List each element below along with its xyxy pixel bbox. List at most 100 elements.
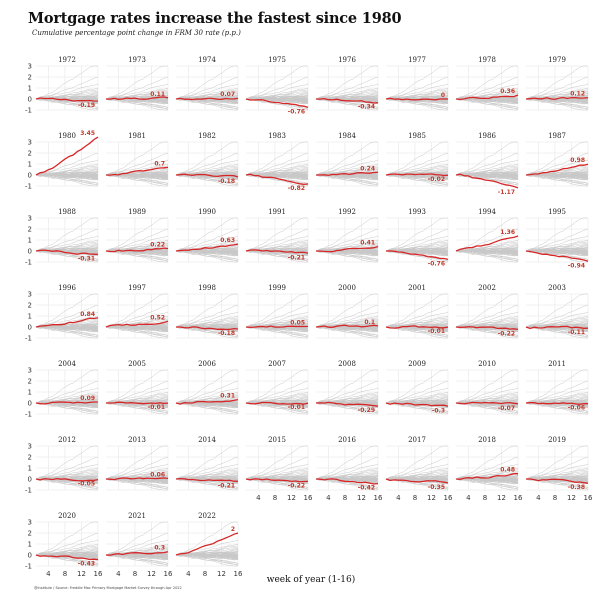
background-series-line <box>175 174 239 186</box>
end-value-label: 0.52 <box>150 314 165 321</box>
background-series-line <box>385 95 449 100</box>
end-value-label: -0.3 <box>432 407 445 414</box>
background-series-line <box>105 532 169 556</box>
panel-title: 1998 <box>198 284 216 292</box>
background-series-line <box>525 250 589 257</box>
panel-title: 1989 <box>128 208 146 216</box>
background-series-line <box>245 152 309 176</box>
highlight-series-line <box>526 478 589 484</box>
background-series-line <box>35 539 99 556</box>
end-value-label: -0.01 <box>288 404 305 411</box>
y-tick-label: 3 <box>28 139 32 147</box>
panel-title: 2017 <box>408 436 426 444</box>
background-series-line <box>385 76 449 100</box>
background-series-line <box>525 98 589 105</box>
background-series-line <box>175 95 239 100</box>
background-series-line <box>315 98 379 110</box>
panel-title: 2001 <box>408 284 426 292</box>
background-series-line <box>455 304 519 328</box>
end-value-label: -0.35 <box>428 484 445 491</box>
highlight-series-line <box>105 96 169 100</box>
panel-1989: 1989 0.22 <box>105 208 169 263</box>
background-series-line <box>245 445 308 480</box>
background-series-line <box>175 141 238 176</box>
chart-subtitle: Cumulative percentage point change in FR… <box>32 29 241 37</box>
background-series-line <box>35 545 99 556</box>
background-series-line <box>525 98 589 104</box>
panel-title: 2015 <box>268 436 286 444</box>
background-series-line <box>315 475 379 480</box>
background-series-line <box>105 380 169 404</box>
background-series-line <box>245 83 309 100</box>
background-series-line <box>245 311 309 328</box>
background-series-line <box>35 326 99 338</box>
end-value-label: 0.41 <box>360 239 375 246</box>
panel-2017: 2017 -0.35 <box>385 436 449 491</box>
background-series-line <box>315 445 378 480</box>
panel-title: 1995 <box>548 208 566 216</box>
x-tick-label: 16 <box>584 494 593 502</box>
background-series-line <box>385 445 448 480</box>
panel-2003: 2003 -0.11 <box>525 284 589 339</box>
panel-title: 1986 <box>478 132 496 140</box>
background-series-line <box>385 456 449 480</box>
panel-1999: 1999 0.05 <box>245 284 309 339</box>
panel-2009: 2009 -0.3 <box>385 360 449 415</box>
end-value-label: 0.7 <box>154 160 165 167</box>
highlight-series-line <box>35 249 99 256</box>
x-tick-label: 16 <box>514 494 523 502</box>
background-series-line <box>105 76 169 100</box>
background-series-line <box>175 98 239 110</box>
highlight-series-line <box>315 245 379 253</box>
background-series-line <box>35 445 98 480</box>
background-series-line <box>315 456 379 480</box>
background-series-line <box>525 304 589 328</box>
panel-2019: 2019 -0.38 <box>525 436 589 491</box>
panel-2012: 2012 -1 0 1 2 3 -0.05 <box>25 436 99 495</box>
highlight-series-line <box>385 325 449 329</box>
panel-title: 2016 <box>338 436 356 444</box>
end-value-label: 0.1 <box>364 319 375 326</box>
background-series-line <box>105 326 169 333</box>
highlight-series-line <box>175 398 239 405</box>
background-series-line <box>35 380 99 404</box>
background-series-line <box>175 311 239 328</box>
background-series-line <box>35 235 99 252</box>
y-tick-label: -1 <box>25 411 32 419</box>
background-series-line <box>315 393 379 404</box>
background-series-line <box>455 152 519 176</box>
end-value-label: -0.18 <box>218 330 235 337</box>
background-series-line <box>175 393 239 404</box>
background-series-line <box>455 171 519 176</box>
background-series-line <box>35 469 99 480</box>
y-tick-label: 1 <box>28 541 32 549</box>
panel-title: 1993 <box>408 208 426 216</box>
background-series-line <box>175 478 239 490</box>
background-series-line <box>245 141 308 176</box>
background-series-line <box>105 478 169 490</box>
background-series-line <box>385 369 448 404</box>
background-series-line <box>105 554 169 560</box>
background-series-line <box>245 456 309 480</box>
source-caption: @Institute / Source: Freddie Mac Primary… <box>34 586 182 590</box>
x-tick-label: 8 <box>203 570 207 578</box>
background-series-line <box>175 539 239 556</box>
background-series-line <box>315 326 379 332</box>
highlight-series-line <box>315 401 379 407</box>
panel-1987: 1987 0.98 <box>525 132 589 187</box>
end-value-label: -0.22 <box>288 482 305 489</box>
background-series-line <box>245 463 309 480</box>
background-series-line <box>175 235 239 252</box>
background-series-line <box>385 235 449 252</box>
background-series-line <box>385 311 449 328</box>
y-tick-label: 3 <box>28 291 32 299</box>
panel-title: 1982 <box>198 132 216 140</box>
x-tick-label: 4 <box>256 494 261 502</box>
background-series-line <box>175 293 238 328</box>
panel-2002: 2002 -0.22 <box>455 284 519 339</box>
background-series-line <box>105 402 169 409</box>
x-tick-label: 4 <box>326 494 331 502</box>
background-series-line <box>455 65 518 100</box>
background-series-line <box>315 387 379 404</box>
background-series-line <box>105 250 169 256</box>
